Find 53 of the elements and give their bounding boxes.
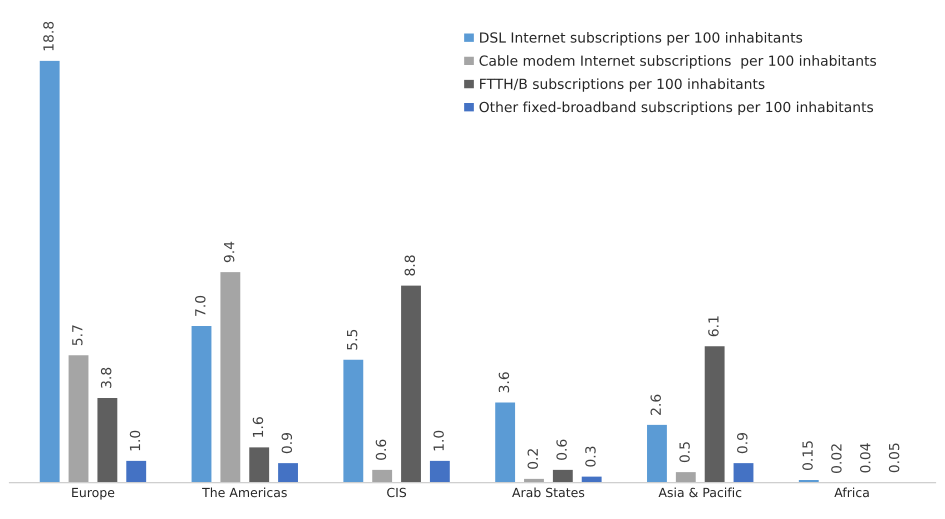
bar <box>552 468 574 483</box>
data-label: 1.0 <box>130 430 140 450</box>
data-label: 0.3 <box>585 446 596 467</box>
x-tick-label: Africa <box>834 488 869 498</box>
x-tick-label: The Americas <box>202 488 287 498</box>
bar <box>674 470 698 483</box>
data-label: 0.04 <box>860 443 870 473</box>
bar <box>248 446 271 483</box>
data-label: 0.02 <box>831 444 842 473</box>
data-label: 9.4 <box>224 242 234 262</box>
bar <box>400 284 422 483</box>
data-label: 5.7 <box>72 325 83 346</box>
x-tick-label: CIS <box>387 488 406 498</box>
bar <box>219 270 242 483</box>
data-label: 0.6 <box>556 440 567 460</box>
data-label: 3.8 <box>100 368 112 388</box>
bar <box>124 460 148 483</box>
x-tick-label: Europe <box>72 488 114 500</box>
x-tick-label: Arab States <box>512 488 584 498</box>
legend-label: Other fixed-broadband subscriptions per 100 inhabitants <box>480 102 874 115</box>
data-label: 6.1 <box>708 316 719 336</box>
data-label: 5.5 <box>347 330 358 350</box>
legend-label: Cable modem Internet subscriptions per 100 inhabitants <box>480 55 876 69</box>
legend-label: FTTH/B subscriptions per 100 inhabitants <box>480 78 764 92</box>
x-tick-label: Asia & Pacific <box>658 488 742 498</box>
data-label: 0.05 <box>888 444 900 472</box>
data-label: 0.9 <box>737 432 748 454</box>
data-label: 1.6 <box>252 417 264 437</box>
bar <box>276 462 300 483</box>
bar <box>38 59 62 483</box>
data-label: 0.5 <box>679 442 690 462</box>
data-label: 0.9 <box>282 432 292 454</box>
data-label: 0.2 <box>528 449 538 469</box>
bar <box>67 354 90 483</box>
data-label: 0.15 <box>802 441 813 470</box>
bar <box>428 460 452 483</box>
bar <box>732 462 755 483</box>
bar <box>646 424 668 483</box>
bar <box>703 344 726 483</box>
data-label: 7.0 <box>195 296 206 316</box>
bar <box>494 401 516 483</box>
bar <box>342 358 365 483</box>
legend-label: DSL Internet subscriptions per 100 inhabitants <box>480 32 802 46</box>
data-label: 0.6 <box>376 440 386 460</box>
bar <box>370 468 394 483</box>
bar <box>96 396 119 483</box>
data-label: 18.8 <box>43 22 54 50</box>
data-label: 8.8 <box>404 255 416 276</box>
data-label: 1.0 <box>433 430 444 450</box>
bar <box>190 324 213 483</box>
data-label: 2.6 <box>650 394 661 415</box>
bar <box>580 475 603 483</box>
data-label: 3.6 <box>498 372 510 392</box>
